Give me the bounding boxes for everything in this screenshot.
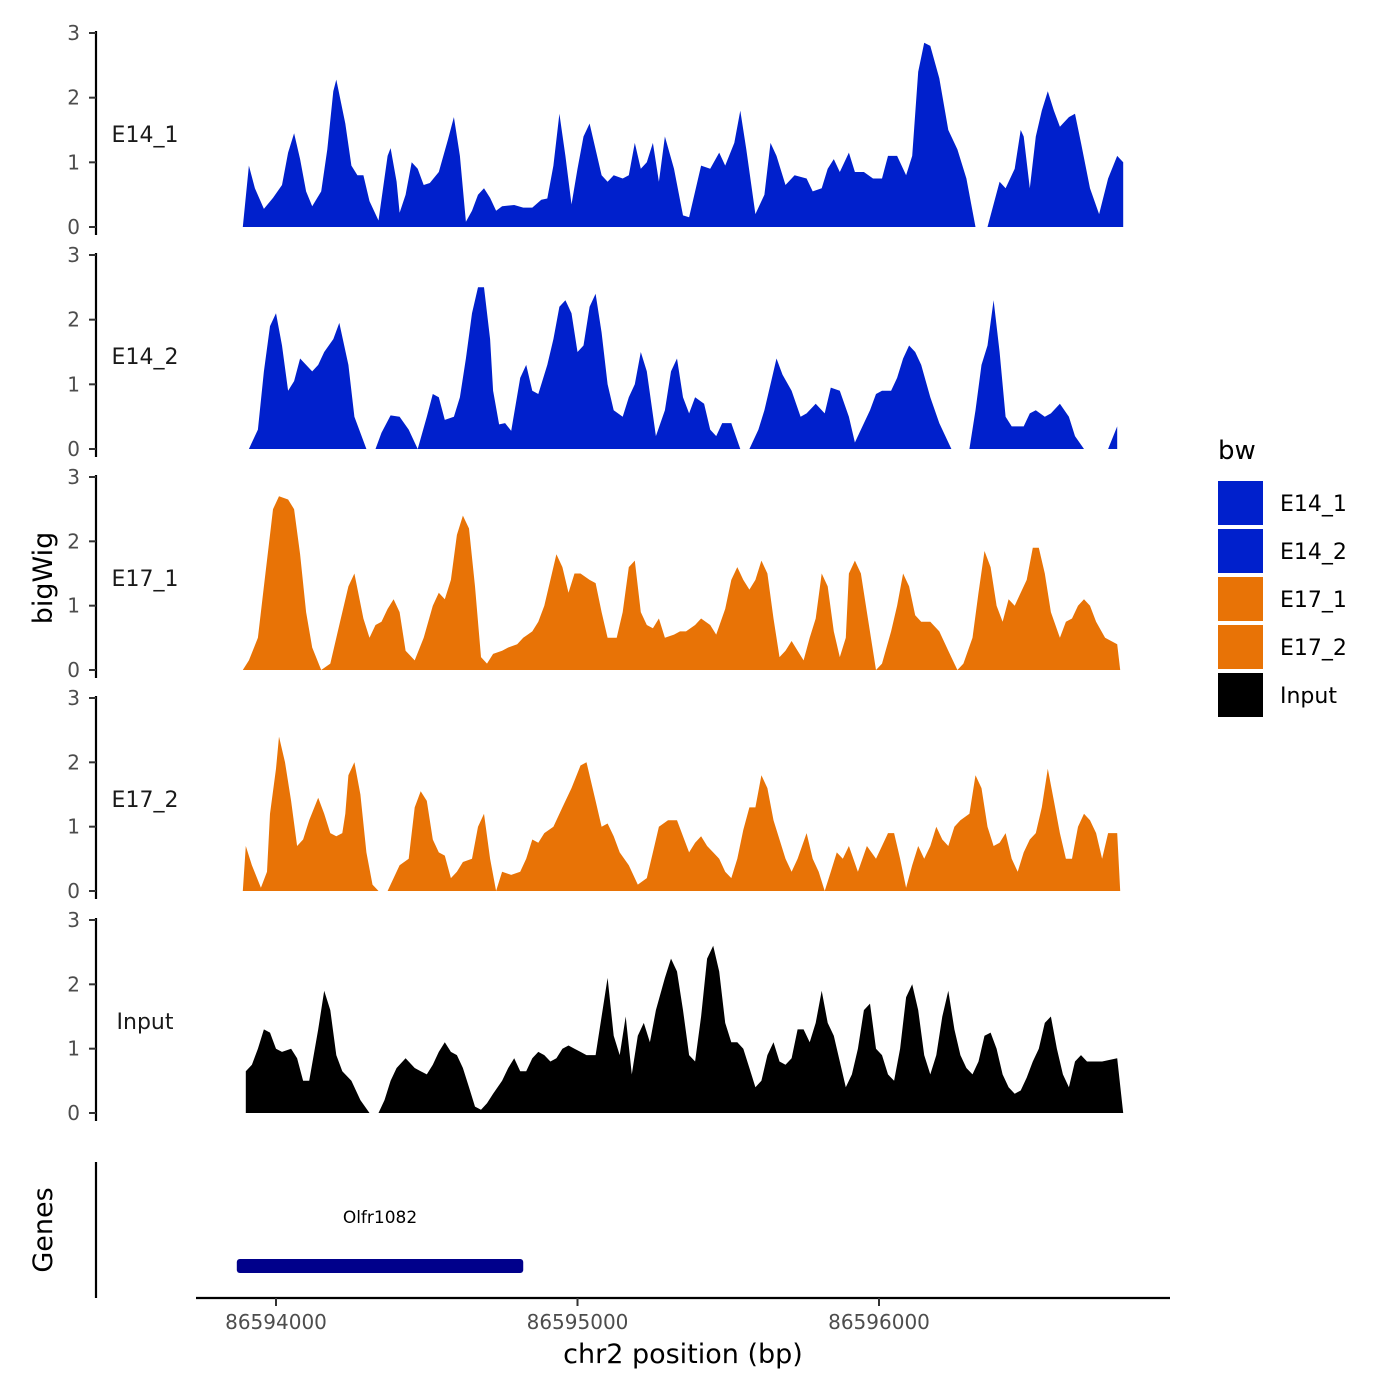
track-label: E14_2	[112, 345, 179, 370]
track-e14-1: 0 1 2 3 E14_1	[67, 21, 1124, 239]
x-axis-title: chr2 position (bp)	[563, 1339, 803, 1370]
x-axis-ticks: 86594000 86595000 86596000	[225, 1298, 930, 1334]
track-e14-2: 0 1 2 3 E14_2	[67, 243, 1118, 461]
genes-axis-title: Genes	[28, 1187, 59, 1272]
y-tick-label: 3	[67, 686, 80, 710]
y-tick-label: 1	[67, 372, 80, 396]
y-tick-label: 1	[67, 594, 80, 618]
y-tick-label: 2	[67, 86, 80, 110]
y-tick-label: 0	[67, 215, 80, 239]
track-input: 0 1 2 3 Input	[67, 908, 1124, 1125]
y-tick-label: 2	[67, 972, 80, 996]
track-label: E17_1	[112, 567, 179, 592]
legend-swatch	[1218, 529, 1263, 573]
y-tick-label: 0	[67, 658, 80, 682]
legend-swatch	[1218, 577, 1263, 621]
signal-area-e17-2	[242, 736, 1121, 891]
track-e17-1: 0 1 2 3 E17_1	[67, 465, 1121, 682]
legend-label: E17_1	[1280, 588, 1347, 613]
legend-swatch	[1218, 481, 1263, 525]
y-axis-title: bigWig	[28, 532, 59, 625]
signal-area-e14-2	[248, 287, 1118, 449]
y-tick-label: 3	[67, 908, 80, 932]
legend-label: E17_2	[1280, 636, 1347, 661]
y-tick-label: 2	[67, 308, 80, 332]
y-tick-label: 0	[67, 1101, 80, 1125]
track-label: E14_1	[112, 123, 179, 148]
legend-swatch	[1218, 625, 1263, 669]
legend-label: E14_2	[1280, 540, 1347, 565]
legend-label: E14_1	[1280, 492, 1347, 517]
x-tick-label: 86596000	[828, 1310, 930, 1334]
y-tick-label: 0	[67, 879, 80, 903]
gene-bar-olfr1082	[236, 1259, 524, 1273]
legend: E14_1 E14_2 E17_1 E17_2 Input	[1218, 481, 1347, 717]
y-tick-label: 3	[67, 243, 80, 267]
legend-title: bw	[1218, 436, 1256, 466]
y-tick-label: 3	[67, 21, 80, 45]
y-tick-label: 2	[67, 529, 80, 553]
y-tick-label: 1	[67, 1037, 80, 1061]
y-tick-label: 1	[67, 150, 80, 174]
x-tick-label: 86595000	[527, 1310, 629, 1334]
signal-tracks: 0 1 2 3 E14_1 0 1 2 3 E14_2 0 1 2 3 E17_1 0 1 2 3 E17_2 0 1 2 3…	[67, 21, 1124, 1125]
legend-label: Input	[1280, 684, 1337, 709]
y-tick-label: 0	[67, 437, 80, 461]
signal-area-e14-1	[242, 42, 1124, 228]
gene-label: Olfr1082	[343, 1208, 417, 1228]
x-tick-label: 86594000	[225, 1310, 327, 1334]
track-label: E17_2	[112, 788, 179, 813]
y-tick-label: 1	[67, 815, 80, 839]
track-label: Input	[117, 1010, 174, 1035]
y-tick-label: 3	[67, 465, 80, 489]
legend-swatch	[1218, 673, 1263, 717]
track-e17-2: 0 1 2 3 E17_2	[67, 686, 1121, 903]
signal-area-e17-1	[242, 496, 1121, 670]
y-tick-label: 2	[67, 750, 80, 774]
signal-area-input	[245, 945, 1124, 1113]
